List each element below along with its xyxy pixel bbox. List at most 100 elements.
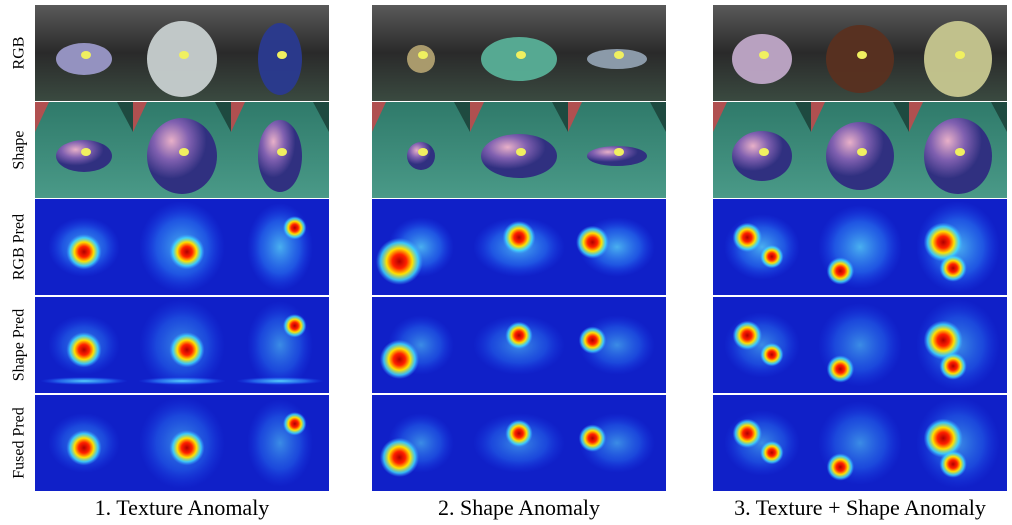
image-cell	[811, 297, 909, 393]
image-cell	[811, 199, 909, 295]
image-cell	[909, 5, 1007, 101]
row-label: Shape Pred	[11, 309, 28, 381]
group-caption: 1. Texture Anomaly	[95, 495, 270, 520]
hotspot	[169, 430, 204, 465]
anomaly-patch	[418, 148, 428, 156]
anomaly-patch	[759, 148, 769, 156]
hotspot	[733, 321, 762, 350]
image-cell	[470, 199, 568, 295]
heat-glow	[247, 301, 313, 389]
hotspot	[579, 424, 606, 451]
group-caption: 3. Texture + Shape Anomaly	[734, 495, 986, 520]
hotspot	[66, 332, 101, 367]
image-cell	[133, 395, 231, 491]
hotspot	[733, 223, 762, 252]
anomaly-patch	[857, 51, 867, 59]
object	[924, 21, 992, 97]
anomaly-patch	[277, 148, 287, 156]
image-cell	[133, 5, 231, 101]
image-cell	[811, 102, 909, 198]
anomaly-patch	[614, 51, 624, 59]
hotspot	[66, 430, 101, 465]
image-cell	[713, 102, 811, 198]
hotspot	[576, 226, 609, 259]
hotspot	[169, 234, 204, 269]
image-cell	[568, 395, 666, 491]
hotspot	[505, 420, 532, 447]
hotspot	[503, 221, 536, 254]
object	[56, 43, 112, 75]
row-label: RGB	[11, 37, 28, 70]
image-cell	[568, 102, 666, 198]
heat-glow	[724, 410, 800, 476]
hotspot	[733, 419, 762, 448]
image-cell	[372, 395, 470, 491]
object	[147, 118, 217, 194]
image-cell	[231, 395, 329, 491]
hotspot	[760, 343, 784, 367]
row-label: RGB Pred	[11, 214, 28, 280]
hot-band	[236, 377, 324, 385]
row-label: Shape	[11, 130, 28, 169]
heat-glow	[247, 203, 313, 291]
row-label: Fused Pred	[11, 407, 28, 479]
image-cell	[811, 5, 909, 101]
image-cell	[133, 102, 231, 198]
image-cell	[713, 5, 811, 101]
hotspot	[380, 438, 419, 477]
hotspot	[939, 352, 966, 379]
object	[826, 25, 894, 93]
object	[481, 37, 557, 81]
object	[258, 120, 302, 192]
heat-glow	[724, 312, 800, 378]
hotspot	[66, 234, 101, 269]
image-cell	[372, 199, 470, 295]
image-cell	[568, 297, 666, 393]
anomaly-patch	[516, 51, 526, 59]
hotspot	[827, 453, 854, 480]
image-cell	[35, 5, 133, 101]
image-cell	[470, 297, 568, 393]
hotspot	[376, 238, 423, 285]
image-cell	[909, 297, 1007, 393]
heat-glow	[247, 399, 313, 487]
image-cell	[568, 199, 666, 295]
hotspot	[579, 326, 606, 353]
image-cell	[909, 102, 1007, 198]
image-cell	[372, 5, 470, 101]
object	[407, 142, 435, 170]
object	[732, 34, 792, 84]
hot-band	[40, 377, 128, 385]
image-cell	[231, 199, 329, 295]
image-cell	[909, 199, 1007, 295]
object	[924, 118, 992, 194]
figure: RGB Shape RGB Pred Shape Pred Fused Pred 1. T…	[0, 0, 1012, 525]
anomaly-patch	[955, 51, 965, 59]
group-caption: 2. Shape Anomaly	[438, 495, 600, 520]
object	[56, 140, 112, 172]
image-cell	[811, 395, 909, 491]
hotspot	[169, 332, 204, 367]
hotspot	[760, 245, 784, 269]
hotspot	[505, 322, 532, 349]
object	[258, 23, 302, 95]
image-cell	[372, 297, 470, 393]
image-cell	[713, 297, 811, 393]
hotspot	[380, 340, 419, 379]
image-cell	[713, 395, 811, 491]
image-cell	[35, 297, 133, 393]
anomaly-patch	[614, 148, 624, 156]
hotspot	[827, 355, 854, 382]
hotspot	[760, 441, 784, 465]
object	[732, 131, 792, 181]
image-cell	[470, 5, 568, 101]
hotspot	[939, 450, 966, 477]
anomaly-patch	[516, 148, 526, 156]
anomaly-patch	[179, 148, 189, 156]
anomaly-patch	[759, 51, 769, 59]
image-cell	[568, 5, 666, 101]
anomaly-patch	[955, 148, 965, 156]
image-cell	[372, 102, 470, 198]
image-cell	[470, 102, 568, 198]
image-cell	[909, 395, 1007, 491]
